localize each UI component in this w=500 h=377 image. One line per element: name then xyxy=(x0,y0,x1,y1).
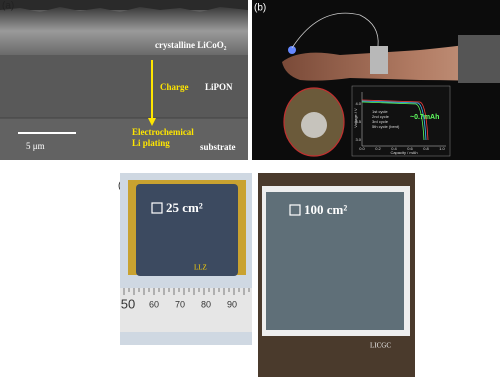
substrate-layer xyxy=(0,118,248,160)
arrow-head xyxy=(148,118,156,126)
x-tick-label: 0.6 xyxy=(407,146,413,151)
panel-label: (a) xyxy=(2,1,14,12)
wire xyxy=(291,12,379,49)
ruler-number: 80 xyxy=(201,299,211,309)
y-tick-label: 3.5 xyxy=(355,119,361,124)
panel-a: (a) crystalline LiCoO₂ Charge LiPON Elec… xyxy=(0,0,248,160)
licgc-sheet xyxy=(266,192,404,330)
bulb xyxy=(301,112,327,138)
x-tick-label: 0.0 xyxy=(359,146,365,151)
arrow-label: Charge xyxy=(160,82,189,92)
scale-label: 5 μm xyxy=(26,141,45,151)
area-label: 25 cm² xyxy=(166,200,203,215)
legend-entry: 2nd cycle xyxy=(372,114,390,119)
ruler-number: 50 xyxy=(121,296,135,311)
inset-plot xyxy=(351,85,451,157)
curve xyxy=(361,99,429,141)
layer-label: substrate xyxy=(200,142,236,152)
panel-label: (b) xyxy=(254,3,266,14)
x-tick-label: 0.4 xyxy=(391,146,397,151)
sem-top xyxy=(0,0,248,10)
ruler-number: 60 xyxy=(149,299,159,309)
ruler xyxy=(120,288,252,332)
layer-label: crystalline LiCoO₂ xyxy=(155,40,227,50)
arm xyxy=(282,40,500,82)
lipon-layer xyxy=(0,55,248,118)
x-tick-label: 0.2 xyxy=(375,146,381,151)
led xyxy=(288,46,296,54)
area-label: 100 cm² xyxy=(304,202,347,217)
sleeve xyxy=(458,35,500,83)
ruler-number: 70 xyxy=(175,299,185,309)
legend-entry: 5th cycle (bent) xyxy=(372,124,400,129)
licoo2-layer xyxy=(0,7,248,55)
y-tick-label: 4.0 xyxy=(355,101,361,106)
layer-label: LiPON xyxy=(205,82,233,92)
panel-b: (b) ~0.7mAh Voltage / V Capacity / mAh 3… xyxy=(252,0,500,160)
area-box xyxy=(289,204,301,216)
y-axis-title: Voltage / V xyxy=(353,108,358,128)
ruler-number: 90 xyxy=(227,299,237,309)
y-tick-label: 3.0 xyxy=(355,137,361,142)
curve xyxy=(361,100,427,141)
plating-label: Li plating xyxy=(132,138,170,148)
legend-entry: 1st cycle xyxy=(372,109,388,114)
x-axis-title: Capacity / mAh xyxy=(390,150,417,155)
battery xyxy=(370,46,388,74)
x-tick-label: 1.0 xyxy=(439,146,445,151)
legend-entry: 3rd cycle xyxy=(372,119,389,124)
x-tick-label: 0.8 xyxy=(423,146,429,151)
area-box xyxy=(151,202,163,214)
plating-label: Electrochemical xyxy=(132,127,194,137)
capacity-note: ~0.7mAh xyxy=(410,114,439,121)
llz-sheet xyxy=(136,184,238,276)
curve xyxy=(361,101,425,141)
material-label: LLZ xyxy=(194,264,207,272)
material-label: LICGC xyxy=(370,342,391,350)
